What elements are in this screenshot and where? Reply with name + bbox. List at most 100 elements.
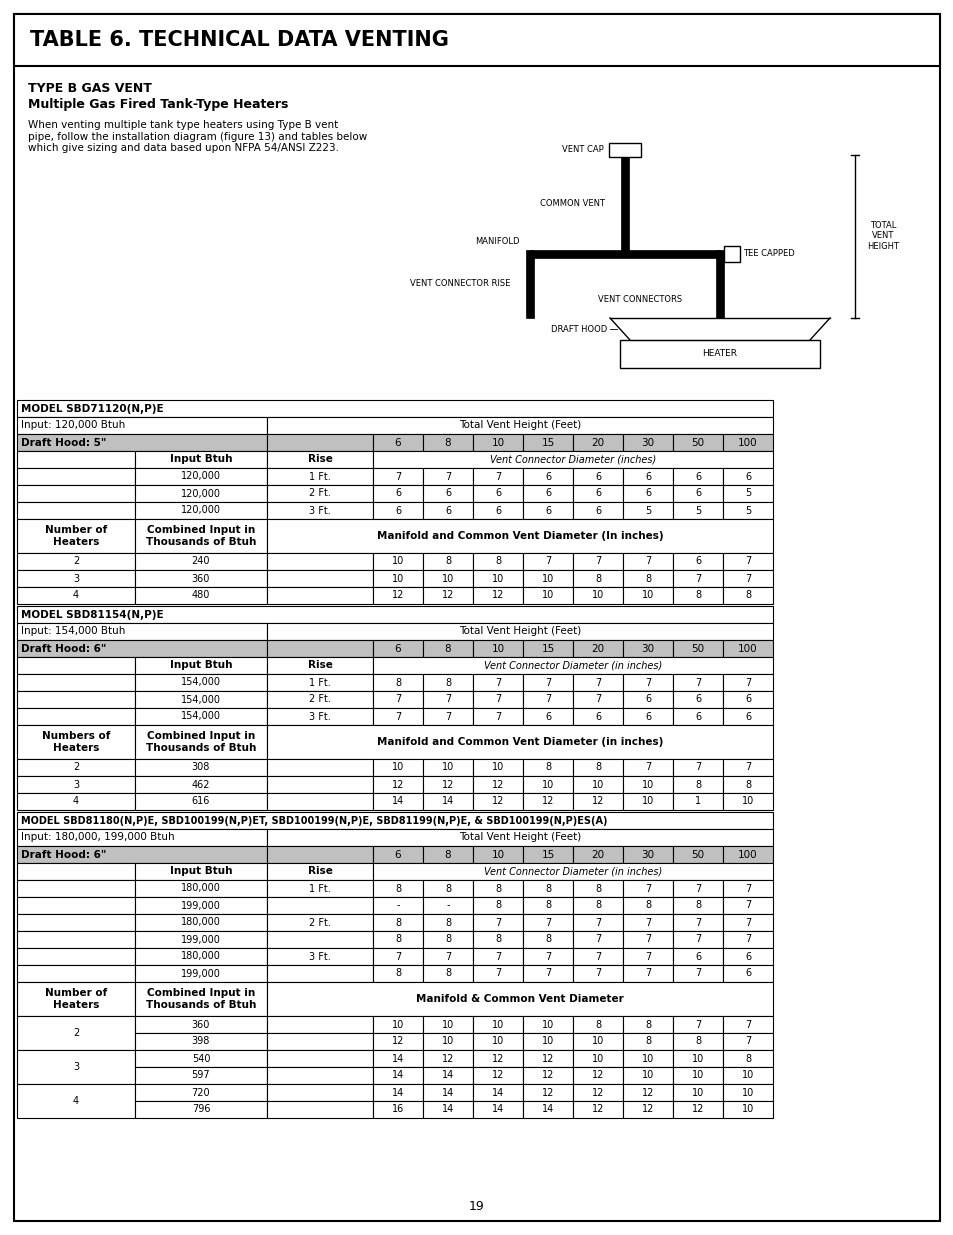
Bar	[672, 433, 722, 451]
Bar	[522, 914, 573, 931]
Bar	[522, 948, 573, 965]
Text: 7: 7	[595, 918, 600, 927]
Bar	[522, 1032, 573, 1050]
Text: COMMON VENT: COMMON VENT	[539, 200, 604, 209]
Text: 7: 7	[694, 935, 700, 945]
Text: 12: 12	[441, 1053, 454, 1063]
Text: 14: 14	[392, 797, 404, 806]
Text: 8: 8	[744, 1053, 750, 1063]
Text: 7: 7	[744, 935, 750, 945]
Bar	[522, 1050, 573, 1067]
Text: Number of
Heaters: Number of Heaters	[45, 525, 107, 547]
Text: 8: 8	[744, 779, 750, 789]
Text: 12: 12	[392, 1036, 404, 1046]
Bar	[722, 587, 772, 604]
Bar	[672, 793, 722, 810]
Text: 14: 14	[441, 1104, 454, 1114]
Text: 6: 6	[495, 505, 500, 515]
Bar	[473, 897, 522, 914]
Bar	[135, 760, 267, 776]
Bar	[722, 897, 772, 914]
Bar	[522, 965, 573, 982]
Bar	[573, 640, 622, 657]
Bar	[267, 914, 373, 931]
Text: -: -	[395, 900, 399, 910]
Bar	[373, 1100, 422, 1118]
Text: 10: 10	[492, 573, 503, 583]
Bar	[672, 1050, 722, 1067]
Text: 12: 12	[591, 1104, 603, 1114]
Bar	[473, 1100, 522, 1118]
Bar	[522, 468, 573, 485]
Text: 6: 6	[644, 694, 650, 704]
Bar	[573, 501, 622, 519]
Text: 5: 5	[694, 505, 700, 515]
Text: 1: 1	[694, 797, 700, 806]
Text: 7: 7	[694, 573, 700, 583]
Text: 6: 6	[444, 505, 451, 515]
Text: 6: 6	[395, 505, 400, 515]
Text: 7: 7	[495, 694, 500, 704]
Text: 10: 10	[492, 1020, 503, 1030]
Text: 8: 8	[595, 1020, 600, 1030]
Bar	[135, 897, 267, 914]
Text: 10: 10	[491, 643, 504, 653]
Bar	[422, 692, 473, 708]
Text: 7: 7	[595, 678, 600, 688]
Text: 7: 7	[694, 762, 700, 773]
Bar	[473, 1067, 522, 1084]
Text: 10: 10	[541, 1020, 554, 1030]
Bar	[573, 692, 622, 708]
Text: 7: 7	[644, 935, 651, 945]
Text: VENT CONNECTORS: VENT CONNECTORS	[598, 294, 681, 304]
Bar	[267, 863, 373, 881]
Text: 7: 7	[544, 918, 551, 927]
Bar	[622, 708, 672, 725]
Bar	[373, 1032, 422, 1050]
Bar	[722, 1050, 772, 1067]
Text: 15: 15	[540, 850, 554, 860]
Text: 120,000: 120,000	[181, 472, 221, 482]
Bar	[373, 433, 422, 451]
Text: 6: 6	[644, 489, 650, 499]
Bar	[135, 501, 267, 519]
Text: 30: 30	[640, 437, 654, 447]
Text: MODEL SBD81180(N,P)E, SBD100199(N,P)ET, SBD100199(N,P)E, SBD81199(N,P)E, & SBD10: MODEL SBD81180(N,P)E, SBD100199(N,P)ET, …	[21, 815, 607, 825]
Text: 50: 50	[691, 437, 704, 447]
Bar	[522, 692, 573, 708]
Bar	[373, 708, 422, 725]
Text: 462: 462	[192, 779, 210, 789]
Text: Vent Connector Diameter (in inches): Vent Connector Diameter (in inches)	[483, 867, 661, 877]
Text: 12: 12	[492, 779, 503, 789]
Bar	[522, 776, 573, 793]
Bar	[267, 501, 373, 519]
Bar	[522, 881, 573, 897]
Bar	[722, 914, 772, 931]
Text: 8: 8	[444, 437, 451, 447]
Text: 8: 8	[395, 678, 400, 688]
Bar	[473, 1016, 522, 1032]
Text: Draft Hood: 6": Draft Hood: 6"	[21, 850, 107, 860]
Text: 6: 6	[644, 711, 650, 721]
Bar	[422, 708, 473, 725]
Bar	[17, 982, 135, 1016]
Text: 14: 14	[392, 1088, 404, 1098]
Text: 8: 8	[694, 900, 700, 910]
Bar	[17, 708, 135, 725]
Bar	[17, 725, 135, 760]
Bar	[17, 863, 135, 881]
Bar	[422, 1084, 473, 1100]
Text: 6: 6	[395, 850, 401, 860]
Text: Manifold & Common Vent Diameter: Manifold & Common Vent Diameter	[416, 994, 623, 1004]
Text: Combined Input in
Thousands of Btuh: Combined Input in Thousands of Btuh	[146, 731, 256, 753]
Text: 10: 10	[641, 779, 654, 789]
Text: 7: 7	[744, 557, 750, 567]
Text: 6: 6	[495, 489, 500, 499]
Bar	[672, 468, 722, 485]
Bar	[422, 553, 473, 571]
Bar	[722, 640, 772, 657]
Bar	[17, 914, 135, 931]
Bar	[573, 1016, 622, 1032]
Bar	[422, 640, 473, 657]
Bar	[135, 914, 267, 931]
